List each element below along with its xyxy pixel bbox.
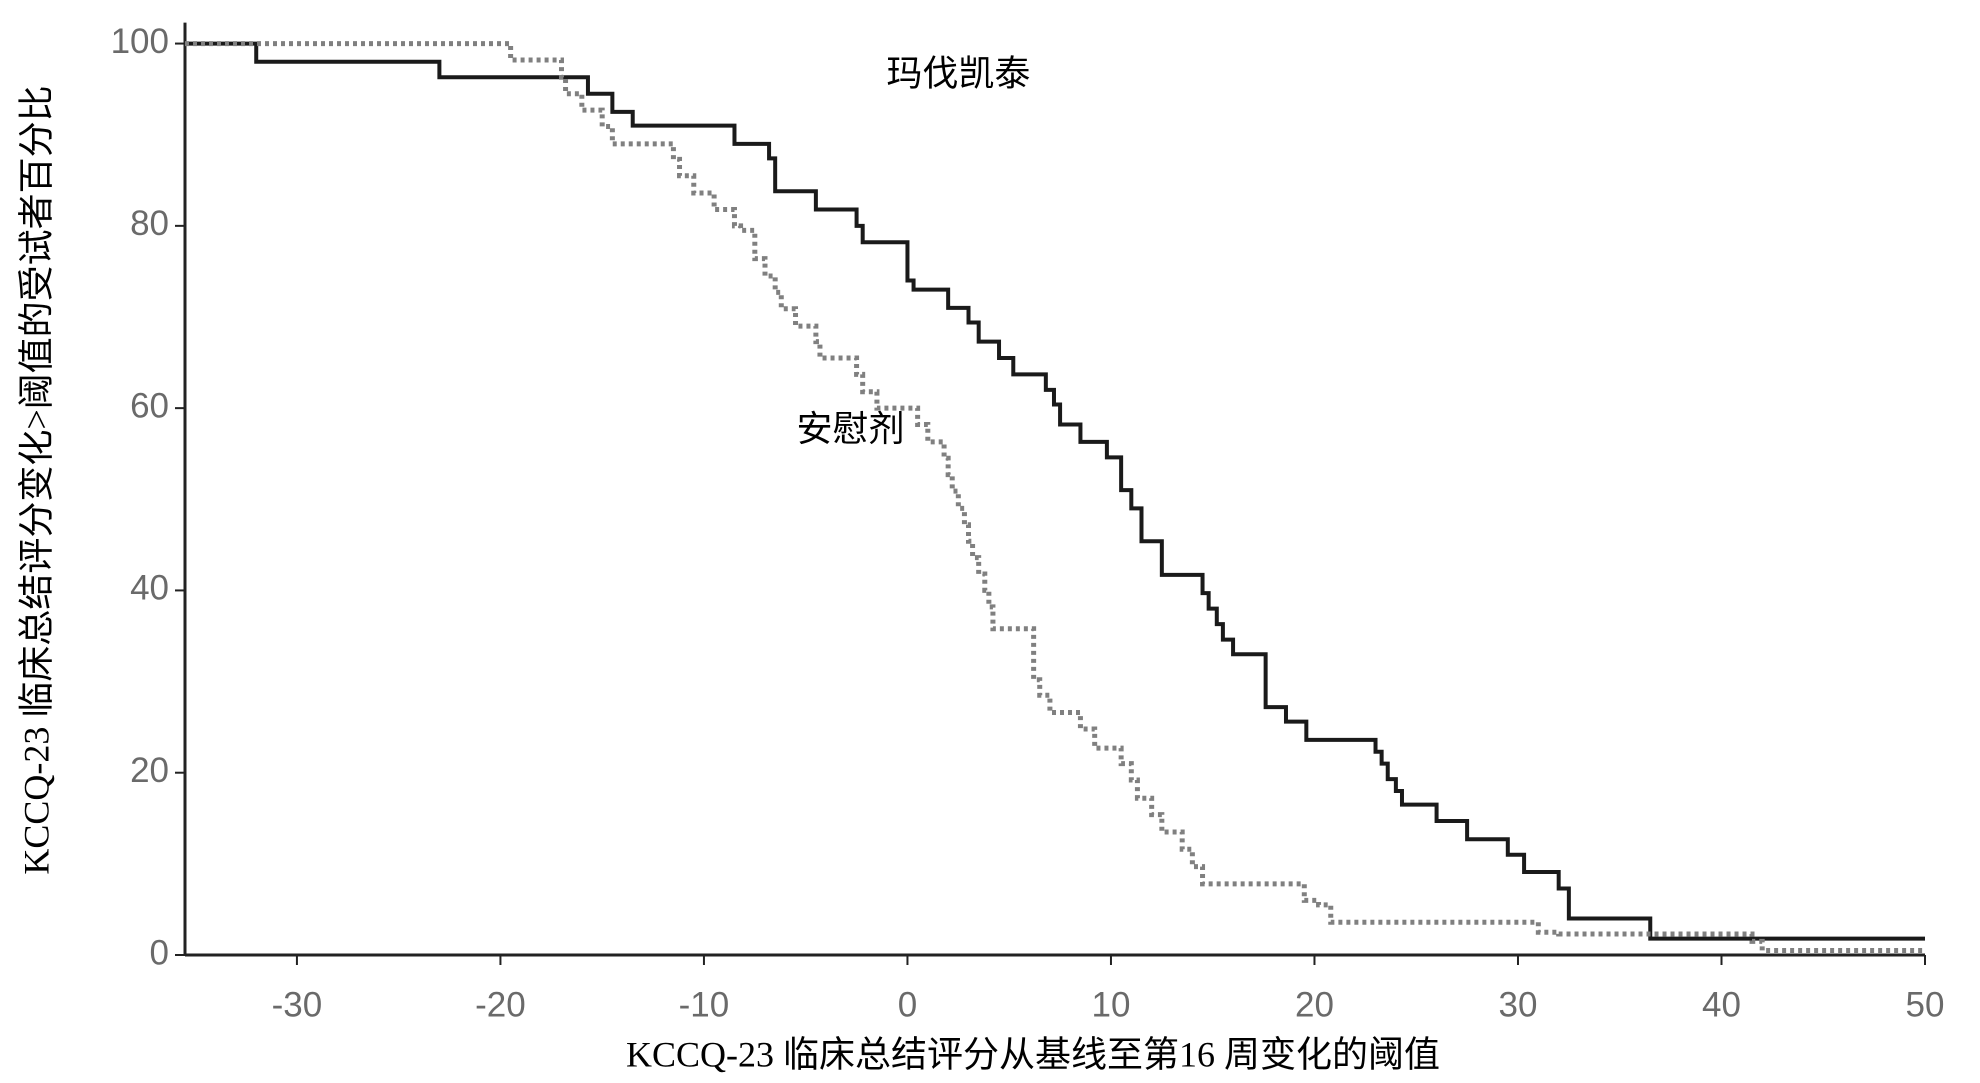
x-tick-label: -30 (272, 985, 323, 1024)
x-axis-title: KCCQ-23 临床总结评分从基线至第16 周变化的阈值 (626, 1034, 1440, 1074)
y-axis-title: KCCQ-23 临床总结评分变化>阈值的受试者百分比 (16, 85, 56, 874)
step-line (185, 41, 1925, 941)
y-tick-label: 60 (130, 386, 169, 425)
y-tick-label: 40 (130, 569, 169, 608)
x-tick-label: 20 (1295, 985, 1334, 1024)
x-tick-label: -10 (679, 985, 730, 1024)
y-tick-label: 20 (130, 751, 169, 790)
y-tick-label: 80 (130, 204, 169, 243)
annotation: 玛伐凯泰 (886, 53, 1030, 94)
y-tick-label: 0 (150, 933, 169, 972)
x-tick-label: -20 (475, 985, 526, 1024)
x-tick-label: 0 (898, 985, 917, 1024)
annotation: 安慰剂 (796, 409, 904, 450)
step-line (185, 41, 1925, 953)
x-tick-label: 50 (1906, 985, 1945, 1024)
y-tick-label: 100 (111, 22, 169, 61)
x-tick-label: 10 (1091, 985, 1130, 1024)
x-tick-label: 40 (1702, 985, 1741, 1024)
x-tick-label: 30 (1499, 985, 1538, 1024)
